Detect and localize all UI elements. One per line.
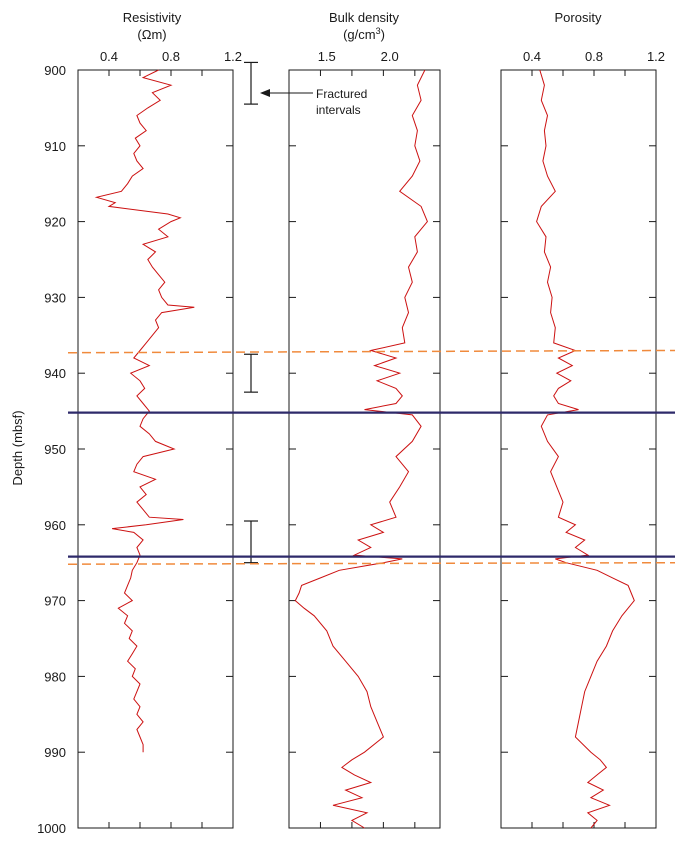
resistivity-tick-layer: 0.4 0.8 1.2 — [77, 49, 242, 829]
depth-tick-label: 920 — [44, 215, 66, 230]
density-units-superscript: 3 — [376, 26, 381, 36]
fractured-label-line-2: intervals — [316, 103, 361, 117]
porosity-title: Porosity — [555, 10, 602, 25]
depth-tick-label: 960 — [44, 518, 66, 533]
density-units: (g/cm3) — [343, 26, 385, 42]
density-x-tick-label: 1.5 — [318, 49, 336, 64]
resistivity-curve — [94, 69, 195, 753]
resistivity-x-tick-label: 0.8 — [162, 49, 180, 64]
fractured-annotation: Fractured intervals — [260, 87, 367, 117]
resistivity-x-tick-label: 1.2 — [224, 49, 242, 64]
resistivity-title: Resistivity — [123, 10, 182, 25]
resistivity-units: (Ωm) — [137, 27, 166, 42]
density-units-main: (g/cm — [343, 27, 376, 42]
density-panel: Bulk density (g/cm3) 1.5 2.0 — [288, 10, 441, 829]
depth-tick-label: 990 — [44, 745, 66, 760]
fractured-intervals — [244, 61, 258, 564]
density-x-tick-label: 2.0 — [381, 49, 399, 64]
depth-tick-label: 1000 — [37, 821, 66, 836]
depth-tick-label: 980 — [44, 669, 66, 684]
depth-tick-label: 900 — [44, 63, 66, 78]
resistivity-panel: Resistivity (Ωm) 0.4 0.8 1.2 — [77, 10, 242, 829]
porosity-tick-layer: 0.4 0.8 1.2 — [500, 49, 665, 829]
depth-tick-label: 970 — [44, 594, 66, 609]
porosity-x-tick-label: 0.4 — [523, 49, 541, 64]
porosity-curve — [536, 69, 635, 829]
depth-tick-label: 910 — [44, 139, 66, 154]
porosity-frame — [500, 69, 657, 829]
density-frame — [288, 69, 441, 829]
fractured-arrow-head — [260, 89, 270, 97]
dashed-boundary-line — [67, 561, 676, 565]
dashed-boundary-line — [67, 349, 676, 354]
fractured-label-line-1: Fractured — [316, 87, 367, 101]
depth-tick-label: 930 — [44, 290, 66, 305]
density-title: Bulk density — [329, 10, 400, 25]
depth-axis: Depth (mbsf) 900 910 920 930 940 950 960 970 980… — [10, 63, 66, 836]
resistivity-frame — [77, 69, 234, 829]
porosity-x-tick-label: 0.8 — [585, 49, 603, 64]
depth-tick-label: 950 — [44, 442, 66, 457]
depth-tick-label: 940 — [44, 366, 66, 381]
density-curve — [294, 69, 428, 829]
resistivity-x-tick-label: 0.4 — [100, 49, 118, 64]
depth-axis-label: Depth (mbsf) — [10, 410, 25, 485]
density-units-close: ) — [381, 27, 385, 42]
porosity-panel: Porosity 0.4 0.8 1.2 — [500, 10, 665, 829]
lithologic-boundaries — [67, 349, 676, 565]
porosity-x-tick-label: 1.2 — [647, 49, 665, 64]
